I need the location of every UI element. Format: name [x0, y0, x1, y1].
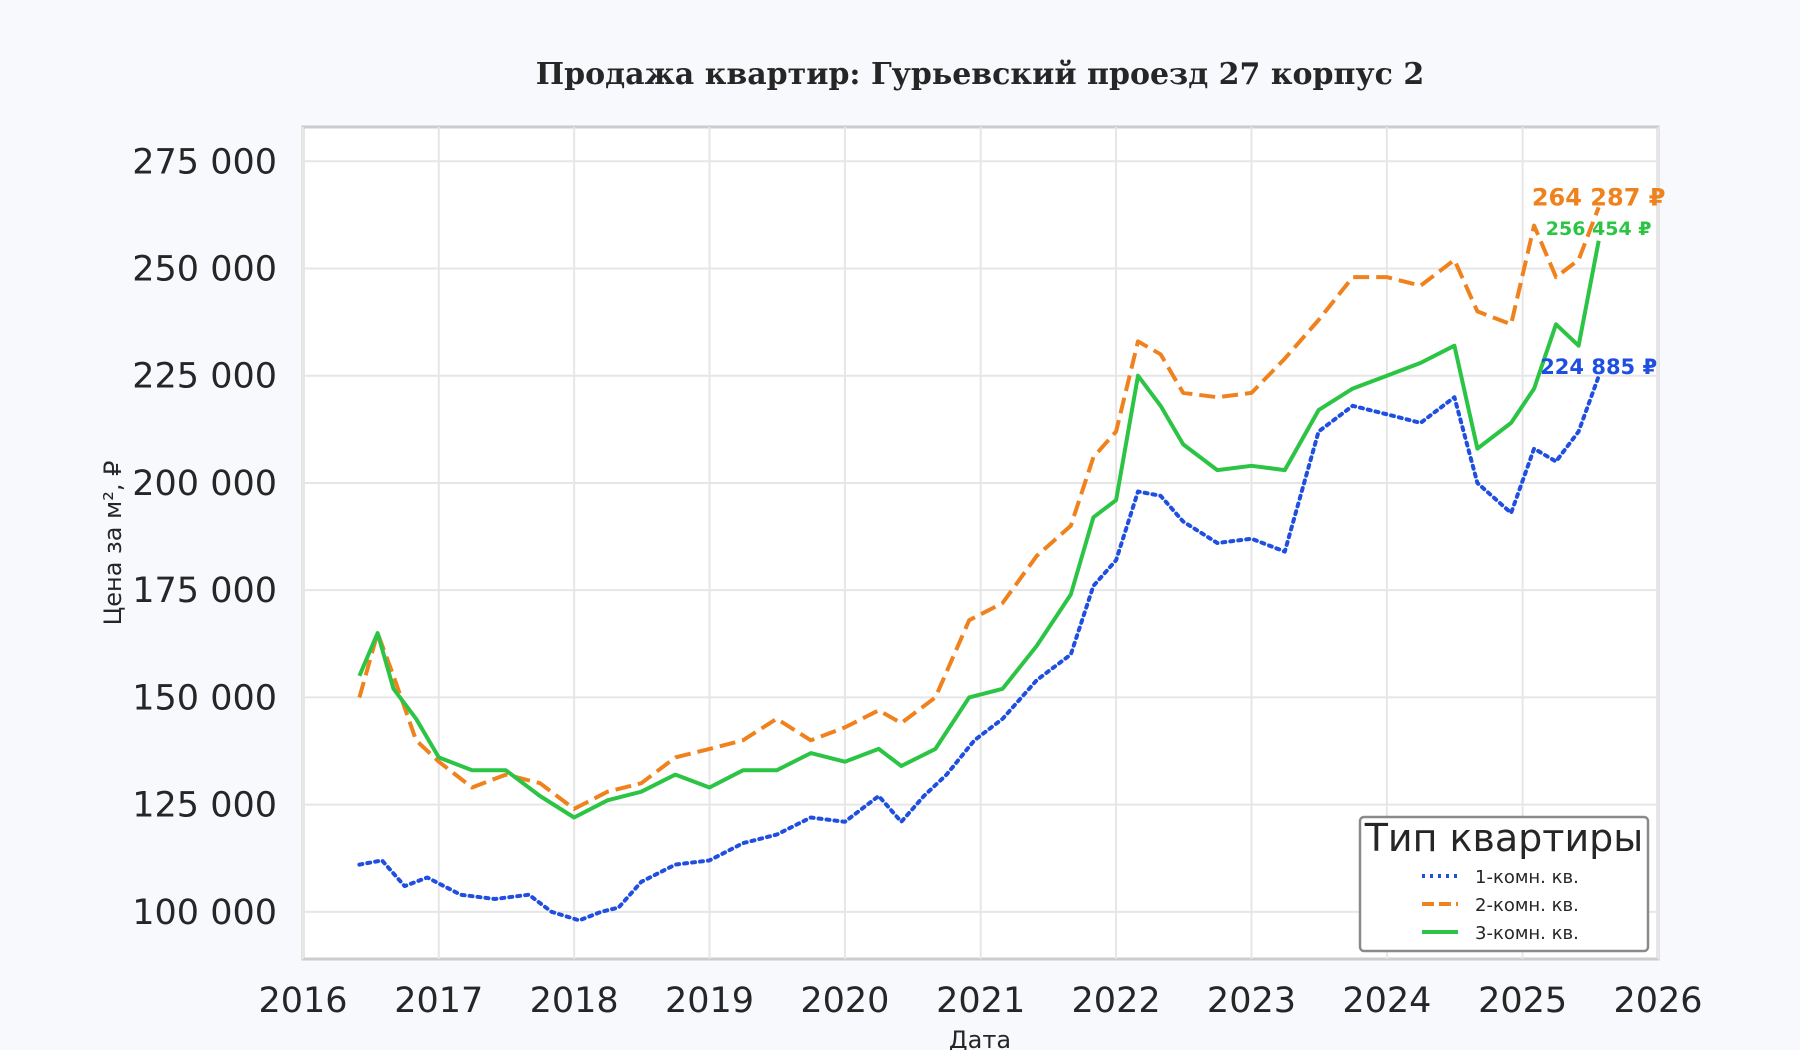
- y-tick-label: 200 000: [132, 464, 277, 504]
- y-tick-label: 150 000: [132, 678, 277, 718]
- legend-item-label: 3-комн. кв.: [1475, 923, 1579, 944]
- y-axis-label: Цена за м², ₽: [99, 461, 127, 626]
- x-axis-ticks: 2016 2017 2018 2019 2020 2021 2022 2023 2024 2025…: [258, 981, 1702, 1021]
- end-label-3: 256 454 ₽: [1546, 218, 1652, 240]
- x-tick-label: 2024: [1342, 981, 1431, 1021]
- x-tick-label: 2026: [1613, 981, 1702, 1021]
- legend: Тип квартиры 1-комн. кв. 2-комн. кв. 3-ком…: [1358, 815, 1650, 953]
- series-lines: [357, 206, 1601, 923]
- y-tick-label: 100 000: [132, 893, 277, 933]
- end-label-1: 224 885 ₽: [1540, 355, 1657, 379]
- y-axis-ticks: 100 000 125 000 150 000 175 000 200 000 225 0…: [132, 142, 277, 933]
- y-tick-label: 175 000: [132, 571, 277, 611]
- x-tick-label: 2016: [258, 981, 347, 1021]
- x-axis-label: Дата: [949, 1026, 1011, 1050]
- end-value-labels: 224 885 ₽ 264 287 ₽ 256 454 ₽: [1532, 183, 1666, 379]
- end-label-2: 264 287 ₽: [1532, 183, 1666, 211]
- x-tick-label: 2022: [1072, 981, 1161, 1021]
- legend-item-label: 1-комн. кв.: [1475, 867, 1579, 888]
- x-tick-label: 2021: [936, 981, 1025, 1021]
- y-tick-label: 125 000: [132, 786, 277, 826]
- y-tick-label: 250 000: [132, 250, 277, 290]
- x-tick-label: 2025: [1478, 981, 1567, 1021]
- chart-title: Продажа квартир: Гурьевский проезд 27 ко…: [536, 57, 1424, 92]
- series-line-2: [357, 206, 1601, 811]
- x-tick-label: 2019: [665, 981, 754, 1021]
- x-tick-label: 2018: [530, 981, 619, 1021]
- legend-box: [1358, 815, 1650, 953]
- legend-title: Тип квартиры: [1364, 816, 1644, 860]
- x-tick-label: 2020: [800, 981, 889, 1021]
- legend-item-label: 2-комн. кв.: [1475, 895, 1579, 916]
- x-tick-label: 2017: [394, 981, 483, 1021]
- x-tick-label: 2023: [1207, 981, 1296, 1021]
- legend-items: 1-комн. кв. 2-комн. кв. 3-комн. кв.: [1422, 867, 1579, 944]
- y-tick-label: 275 000: [132, 142, 277, 182]
- y-tick-label: 225 000: [132, 357, 277, 397]
- series-line-1: [357, 374, 1601, 923]
- series-line-3: [357, 240, 1601, 820]
